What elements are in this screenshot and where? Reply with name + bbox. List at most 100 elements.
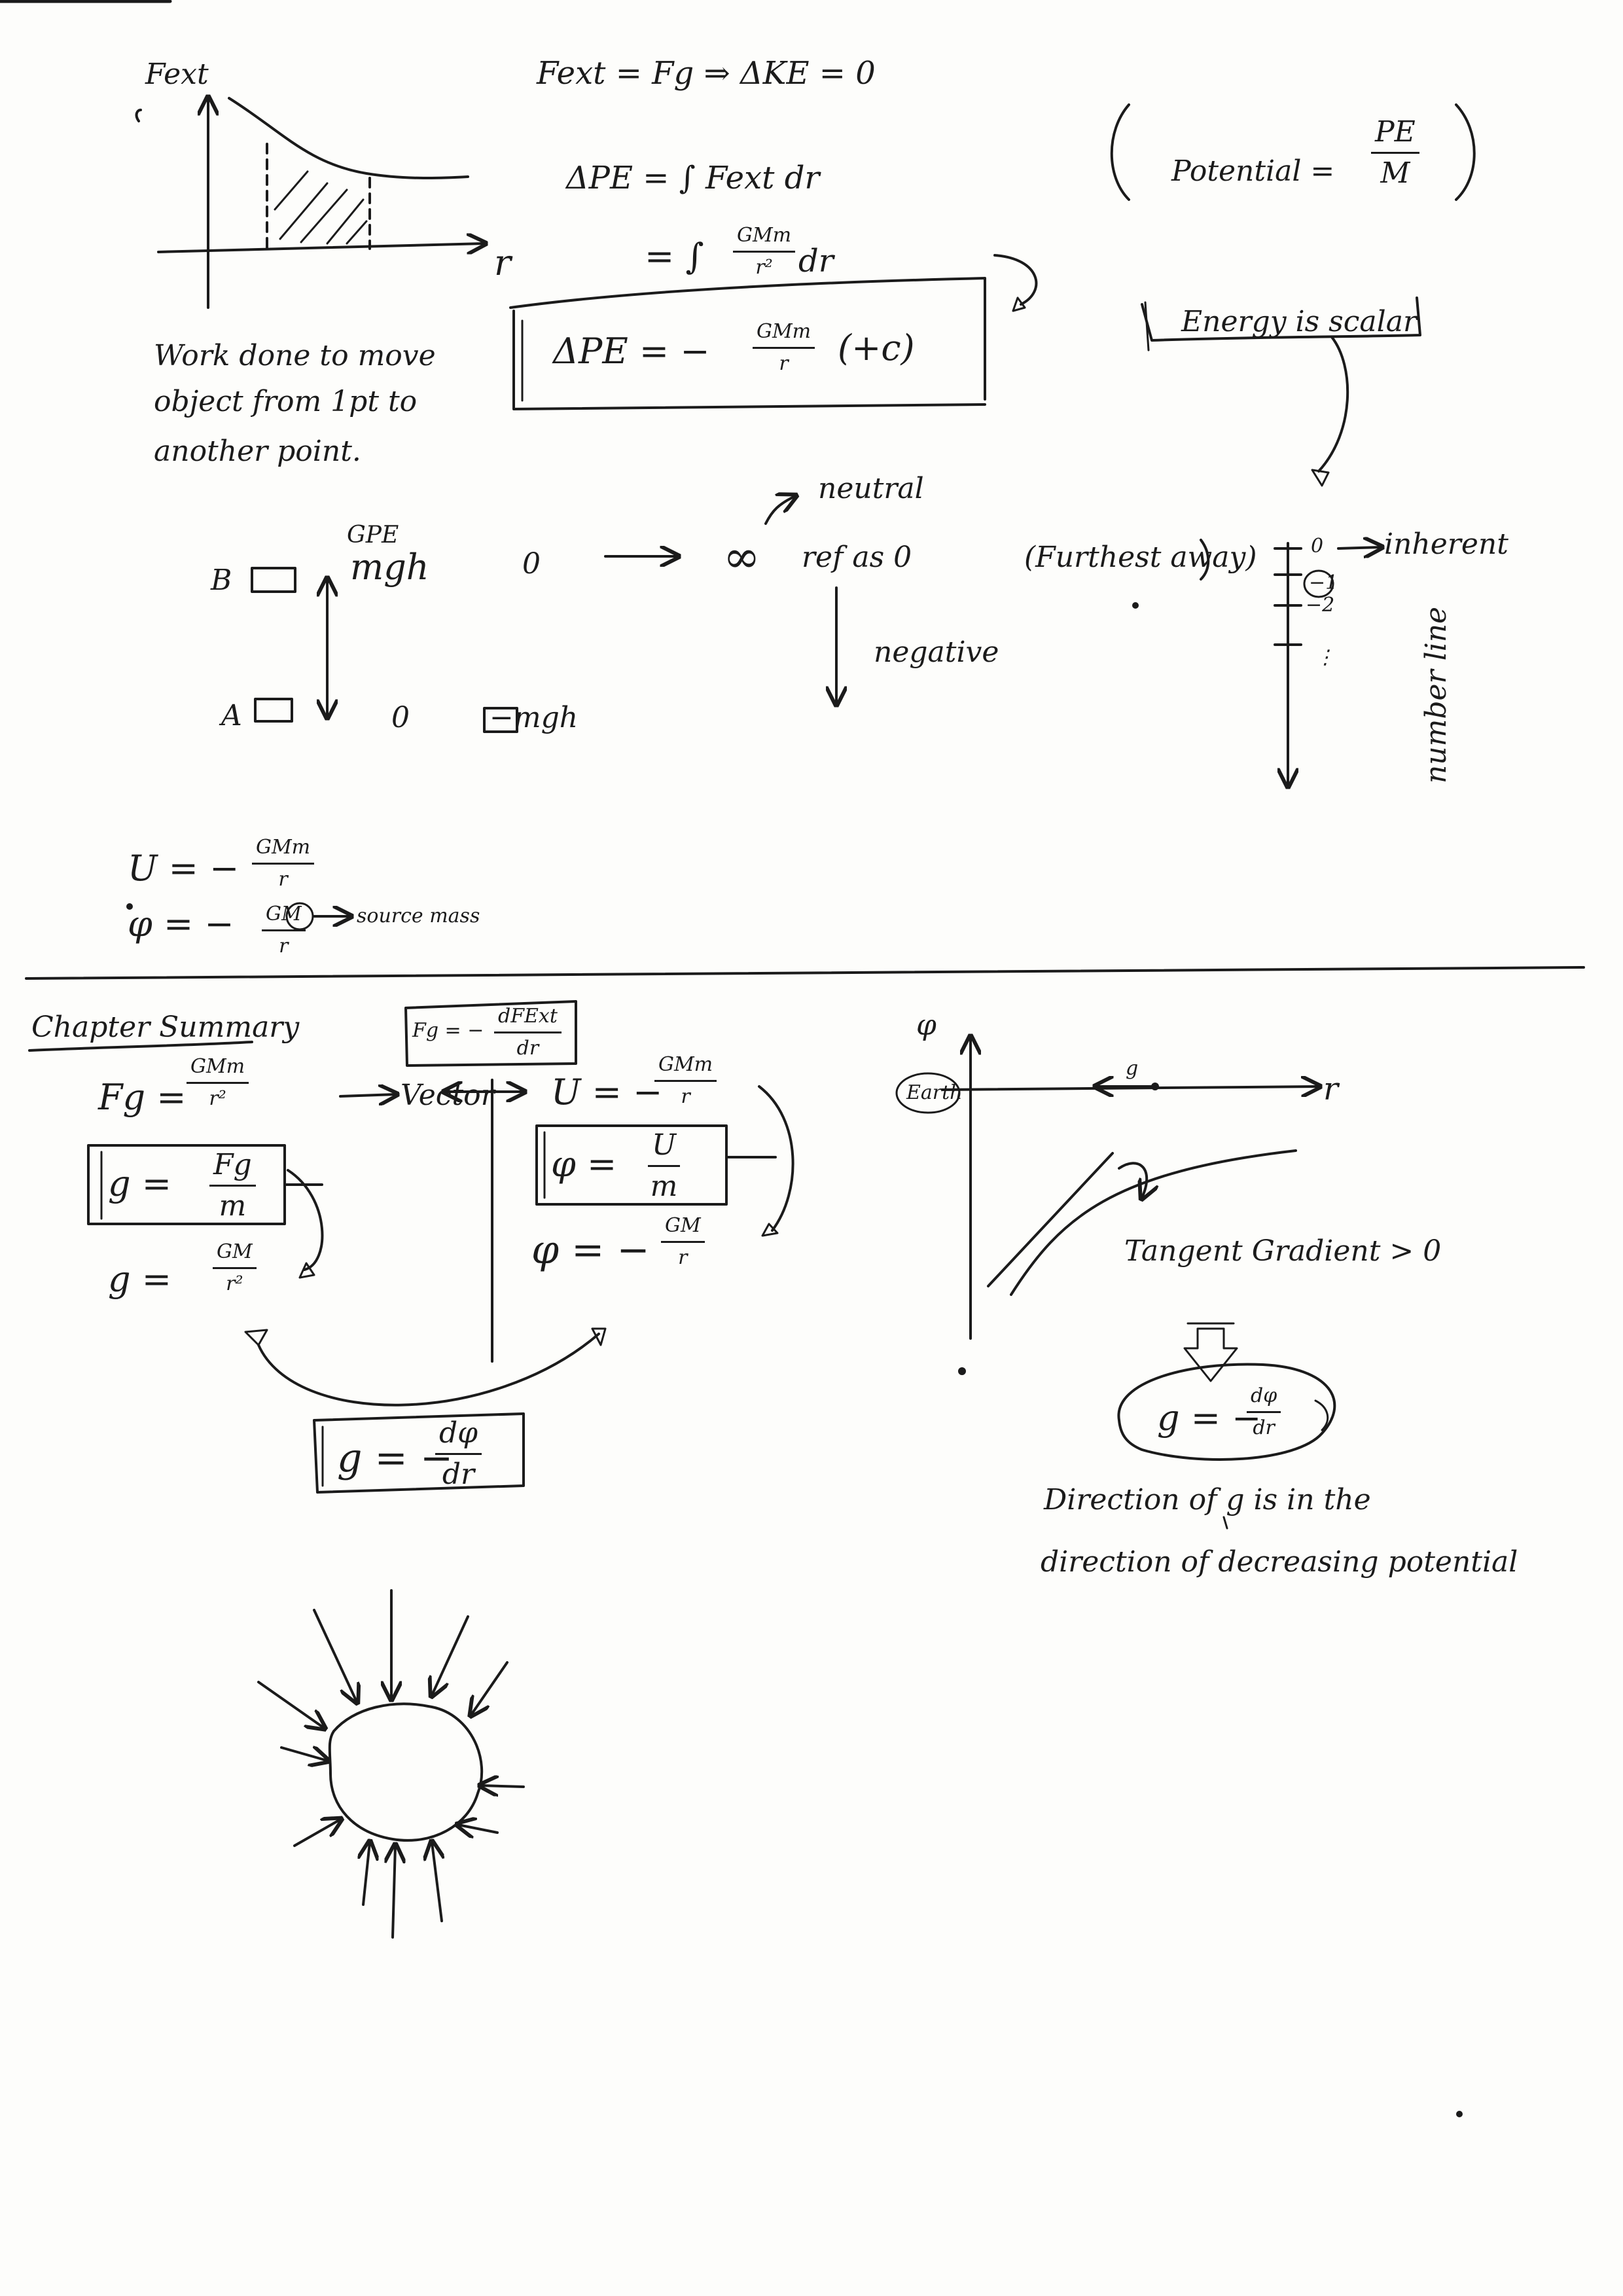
phi-u-lhs: φ = <box>551 1143 617 1185</box>
phi-u-fraction: U m <box>648 1131 681 1203</box>
direction-line-1: Direction of g is in the <box>1044 1483 1371 1516</box>
number-line-tick-0: 0 <box>1311 535 1324 558</box>
box-b <box>251 567 296 593</box>
g-oval <box>1117 1363 1336 1461</box>
potential-label: Potential = <box>1171 154 1335 188</box>
boxed-pe-lhs: ΔPE = − <box>553 331 710 372</box>
fext-graph-x-axis <box>157 243 484 252</box>
phi-curve <box>1010 1149 1297 1296</box>
boxed-pe-den: r <box>779 352 789 375</box>
earth-oval <box>895 1072 961 1114</box>
boxed-pe-rhs: (+c) <box>838 327 915 368</box>
u-summary-fraction: GMm r <box>654 1055 717 1107</box>
boxed-pe-frame <box>512 310 986 410</box>
caption-line-2: object from 1pt to <box>154 385 418 418</box>
u-eq-lhs: U = − <box>128 848 240 889</box>
g-dphi-num: dφ <box>435 1419 482 1455</box>
fext-graph-hatching <box>274 170 368 245</box>
fg-eq-num: GMm <box>187 1057 249 1084</box>
furthest-brace <box>1200 539 1210 581</box>
eq-fext-equals-fg: Fext = Fg ⇒ ΔKE = 0 <box>537 55 876 92</box>
ref-as-zero: ref as 0 <box>802 541 912 574</box>
u-eq-num: GMm <box>252 838 315 865</box>
point-a-label: A <box>221 699 242 732</box>
phi-eq-num: GM <box>262 905 306 931</box>
neg-mgh-label: −mgh <box>490 701 579 734</box>
potential-left-paren <box>1110 103 1130 201</box>
phi-u-num: U <box>648 1131 681 1167</box>
u-summary-den: r <box>681 1085 690 1108</box>
number-line-tick-more: ⋮ <box>1315 646 1335 669</box>
zero-at-a: 0 <box>391 701 410 734</box>
fg-deriv-den: dr <box>516 1037 539 1060</box>
chapter-summary-title: Chapter Summary <box>31 1011 300 1044</box>
g-left-bracket <box>287 1169 324 1271</box>
g-fg-den: m <box>219 1189 247 1223</box>
phi-eq-fraction: GM r <box>262 905 306 956</box>
tangent-line <box>987 1152 1114 1287</box>
eq-integral-den: r² <box>755 256 773 279</box>
gpe-label: GPE <box>347 522 399 548</box>
u-summary-lhs: U = − <box>551 1071 663 1113</box>
integral-right-hook <box>993 254 1038 306</box>
negative-label: negative <box>874 636 999 669</box>
eq-delta-pe-integral: ΔPE = ∫ Fext dr <box>566 160 820 196</box>
g-gm-den: r² <box>226 1272 243 1295</box>
phi-graph-x-axis <box>941 1086 1319 1090</box>
source-mass-label: source mass <box>357 905 480 927</box>
fg-eq-fraction: GMm r² <box>187 1057 249 1109</box>
energy-scalar-box <box>1141 296 1421 342</box>
phi-gm-lhs: φ = − <box>531 1227 650 1273</box>
g-fg-fraction: Fg m <box>209 1151 256 1221</box>
neg-mgh-box <box>483 707 518 733</box>
title-underline <box>28 1041 253 1052</box>
energy-to-numberline-curve <box>1317 336 1349 473</box>
g-fg-num: Fg <box>209 1151 256 1187</box>
fg-eq-lhs: Fg = <box>98 1077 187 1118</box>
g-dphi-den: dr <box>442 1458 475 1491</box>
u-eq-den: r <box>278 868 288 891</box>
fext-graph <box>135 97 484 309</box>
eq-integral-fraction: GMm r² <box>733 226 796 279</box>
fext-graph-curve <box>228 97 469 180</box>
summary-link-curve <box>257 1333 600 1407</box>
eq-integral-lhs: = ∫ <box>645 236 704 277</box>
caption-line-1: Work done to move <box>154 339 436 372</box>
potential-den: M <box>1380 156 1410 190</box>
field-lines-sketch <box>257 1589 525 1939</box>
neutral-pointer <box>764 496 795 525</box>
fext-graph-x-label: r <box>494 242 511 283</box>
u-summary-num: GMm <box>654 1055 717 1082</box>
phi-eq-den: r <box>279 935 289 958</box>
mass-blob <box>328 1702 484 1842</box>
infinity-symbol: ∞ <box>723 531 760 583</box>
fg-eq-den: r² <box>209 1087 226 1110</box>
vector-arrow <box>339 1094 396 1096</box>
g-gm-lhs: g = <box>108 1259 171 1300</box>
fext-graph-y-label: Fext <box>145 58 209 91</box>
fext-graph-tick <box>135 109 142 122</box>
g-oval-fraction: dφ dr <box>1247 1386 1281 1438</box>
g-oval-num: dφ <box>1247 1386 1281 1413</box>
potential-num: PE <box>1371 118 1419 154</box>
neutral-label: neutral <box>818 472 924 505</box>
phi-u-box <box>535 1124 728 1206</box>
zero-start: 0 <box>522 547 541 581</box>
fg-deriv-box <box>404 1000 577 1067</box>
direction-line-2: direction of decreasing potential <box>1041 1545 1518 1579</box>
inherent-label: inherent <box>1384 528 1508 561</box>
g-dphi-fraction: dφ dr <box>435 1419 482 1489</box>
eq-integral-dr: dr <box>798 243 834 279</box>
minus-one-circle <box>1303 569 1334 598</box>
phi-graph-y-label: φ <box>916 1009 936 1042</box>
number-line-side-label: number line <box>1419 606 1454 784</box>
g-fg-lhs: g = <box>108 1163 171 1204</box>
fg-deriv-num: dFExt <box>494 1007 562 1033</box>
eq-integral-num: GMm <box>733 226 796 253</box>
phi-u-den: m <box>650 1170 678 1203</box>
point-b-label: B <box>211 564 232 597</box>
energy-is-scalar: Energy is scalar <box>1181 305 1417 338</box>
potential-fraction: PE M <box>1371 118 1419 188</box>
